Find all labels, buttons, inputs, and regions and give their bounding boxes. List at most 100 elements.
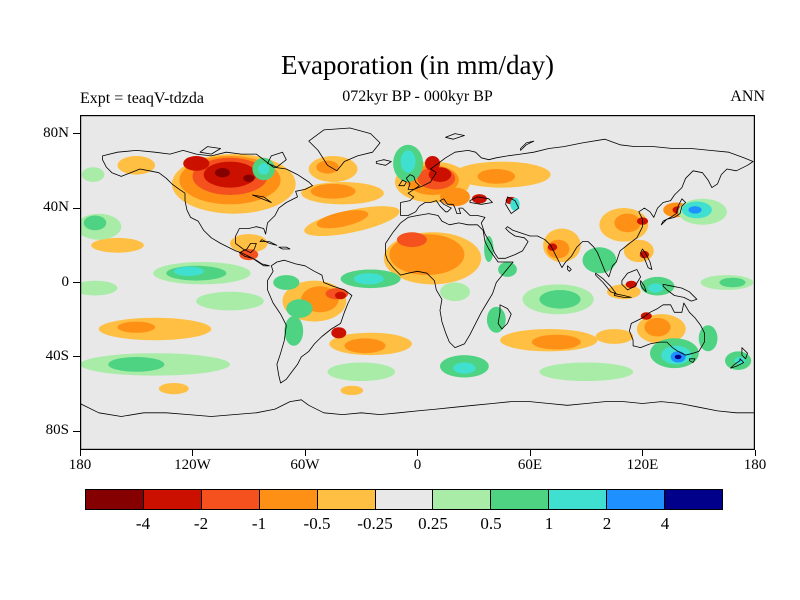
- greenland-coastline: [308, 127, 381, 172]
- colorbar-level-label: 2: [602, 514, 612, 533]
- anomaly-region: [239, 249, 259, 261]
- anomaly-region: [173, 266, 204, 276]
- anomaly-region: [158, 383, 189, 395]
- sulawesi-coastline: [640, 280, 647, 293]
- novaya-zemlya-coastline: [520, 140, 535, 151]
- anomaly-region: [625, 280, 637, 289]
- lat-tick-label: 40N: [43, 199, 69, 216]
- anomaly-region: [688, 206, 702, 214]
- anomaly-region: [117, 156, 156, 175]
- lon-tick-label: 120W: [174, 457, 211, 473]
- colorbar-cell: [549, 490, 608, 509]
- anomaly-region: [719, 277, 746, 288]
- new-zealand-south-coastline: [730, 358, 745, 369]
- japan-coastline: [660, 198, 686, 226]
- lat-tick-mark: [73, 356, 80, 358]
- anomaly-region: [531, 334, 581, 350]
- anomaly-region: [400, 150, 416, 173]
- colorbar-cell: [665, 490, 722, 509]
- anomaly-region: [614, 213, 641, 233]
- anomaly-region: [286, 299, 313, 318]
- lat-tick-label: 0: [61, 273, 70, 290]
- map-panel: [80, 115, 755, 450]
- baffin-island-coastline: [267, 151, 287, 168]
- anomaly-region: [327, 362, 396, 382]
- anomaly-region: [335, 291, 347, 300]
- anomaly-region: [81, 167, 105, 182]
- anomaly-region: [331, 327, 347, 339]
- anomaly-region: [440, 187, 470, 207]
- sumatra-coastline: [595, 272, 617, 295]
- colorbar-labels: -4 -2 -1 -0.5 -0.25 0.25 0.5 1 2 4: [85, 514, 723, 534]
- hispaniola-coastline: [278, 246, 291, 250]
- anomaly-region: [243, 174, 255, 182]
- colorbar-cell: [317, 490, 376, 509]
- borneo-coastline: [621, 269, 641, 291]
- lon-tick-label: 180: [68, 457, 92, 473]
- anomaly-region: [644, 317, 671, 337]
- lat-tick-mark: [73, 430, 80, 432]
- experiment-label: Expt = teaqV-tdzda: [80, 90, 204, 107]
- lat-tick-mark: [73, 282, 80, 283]
- britain-coastline: [405, 174, 420, 190]
- lat-tick-label: 80S: [45, 422, 69, 439]
- caspian-sea-coastline: [505, 196, 520, 214]
- anomaly-region: [648, 283, 664, 293]
- lon-tick-mark: [417, 450, 418, 456]
- lon-tick-mark: [79, 450, 81, 456]
- south-america-coastline: [267, 259, 353, 384]
- new-zealand-north-coastline: [741, 347, 748, 360]
- world-map: [80, 115, 755, 450]
- sri-lanka-coastline: [567, 265, 572, 272]
- anomaly-region: [428, 167, 452, 182]
- victoria-island-coastline: [199, 146, 221, 155]
- anomaly-region: [440, 282, 470, 302]
- anomaly-region: [215, 168, 230, 178]
- colorbar-cell: [375, 490, 434, 509]
- iceland-coastline: [375, 159, 392, 166]
- svalbard-coastline: [445, 133, 465, 140]
- madagascar-coastline: [497, 304, 512, 330]
- anomaly-region: [396, 232, 427, 248]
- anomaly-region: [486, 306, 506, 333]
- anomaly-region: [353, 273, 384, 285]
- lat-tick-mark: [73, 207, 80, 209]
- lon-tick-label: 60E: [517, 457, 543, 473]
- anomaly-region: [639, 250, 650, 259]
- colorbar-level-label: -4: [135, 514, 151, 533]
- ireland-coastline: [398, 179, 407, 187]
- anomaly-region: [196, 291, 264, 311]
- anomaly-region: [453, 362, 476, 374]
- australia-coastline: [629, 302, 705, 356]
- colorbar-level-label: -0.5: [303, 514, 331, 533]
- colorbar-level-label: 4: [660, 514, 670, 533]
- colorbar-cell: [433, 490, 492, 509]
- anomaly-region: [471, 194, 487, 204]
- colorbar-level-label: 0.5: [480, 514, 502, 533]
- tasmania-coastline: [689, 358, 696, 363]
- anomaly-region: [698, 325, 718, 352]
- new-guinea-coastline: [662, 284, 698, 302]
- coastlines-layer: [80, 127, 755, 417]
- colorbar-level-label: -2: [193, 514, 209, 533]
- lon-tick-mark: [529, 450, 531, 456]
- anomaly-region: [498, 262, 517, 277]
- anomaly-region: [80, 280, 118, 296]
- lat-tick-mark: [73, 133, 80, 135]
- colorbar-cell: [86, 490, 144, 509]
- lon-tick-mark: [304, 450, 306, 456]
- anomaly-region: [344, 338, 386, 354]
- philippines-coastline: [640, 248, 653, 270]
- lat-tick-label: 80N: [43, 124, 69, 141]
- eurasia-coastline: [400, 138, 754, 278]
- season-label: ANN: [730, 88, 765, 105]
- cuba-coastline: [259, 239, 278, 246]
- colorbar-cell: [607, 490, 666, 509]
- anomaly-region: [203, 161, 257, 188]
- anomaly-region: [117, 321, 156, 333]
- colorbar-level-label: 0.25: [418, 514, 448, 533]
- anomaly-fill-layer: [80, 144, 754, 396]
- anomaly-region: [183, 156, 210, 171]
- anomaly-region: [310, 183, 356, 199]
